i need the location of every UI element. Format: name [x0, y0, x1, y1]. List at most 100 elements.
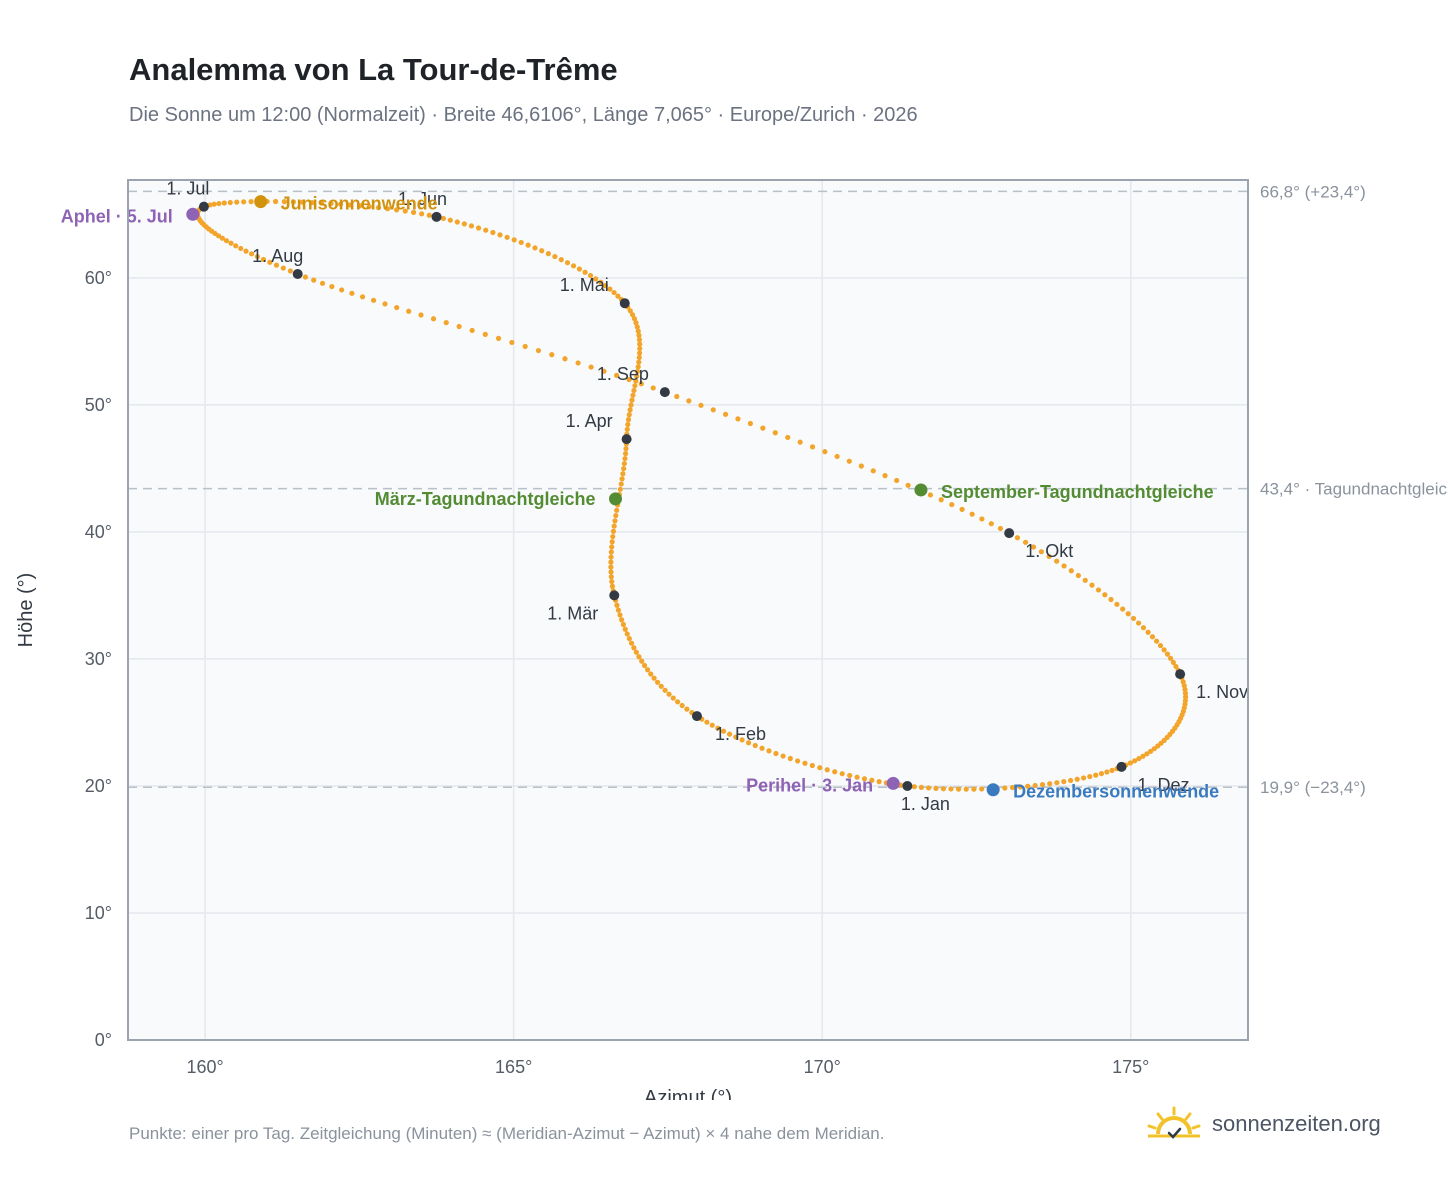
day-point: [1082, 577, 1088, 583]
day-point: [1182, 690, 1189, 696]
day-point: [747, 420, 753, 427]
day-point: [588, 364, 594, 370]
day-point: [858, 463, 864, 469]
day-point: [861, 776, 868, 782]
day-point: [211, 201, 217, 207]
day-point: [287, 268, 293, 274]
brand[interactable]: sonnenzeiten.org: [1146, 1102, 1381, 1146]
month-label: 1. Sep: [597, 364, 649, 384]
day-point: [601, 368, 607, 374]
day-point: [430, 316, 437, 322]
day-point: [469, 327, 475, 334]
day-point: [1144, 751, 1150, 757]
month-label: 1. Okt: [1025, 541, 1073, 561]
day-point: [1038, 549, 1044, 555]
day-point: [309, 199, 315, 206]
y-tick-label: 20°: [85, 776, 112, 796]
plot-area: [128, 180, 1248, 1040]
day-point: [609, 578, 615, 585]
day-point: [1047, 781, 1053, 787]
day-point: [375, 205, 382, 211]
day-point: [633, 320, 639, 326]
day-point: [1022, 539, 1029, 545]
day-point: [1087, 773, 1093, 780]
day-point: [648, 671, 654, 677]
day-point: [662, 687, 668, 693]
day-point: [382, 301, 388, 307]
day-point: [1093, 772, 1099, 778]
day-point: [518, 239, 524, 246]
day-point: [938, 497, 944, 503]
day-point: [1025, 783, 1031, 789]
day-point: [639, 658, 645, 664]
day-point: [979, 516, 985, 522]
plot-frame: [127, 179, 1249, 1041]
day-point: [582, 269, 588, 275]
month-label: 1. Jan: [901, 794, 950, 814]
day-point: [280, 265, 286, 271]
day-point: [509, 339, 515, 346]
event-marker: [254, 195, 268, 209]
x-axis-title: Azimut (°): [644, 1087, 732, 1100]
day-point: [650, 385, 656, 391]
day-point: [773, 750, 779, 757]
day-point: [948, 786, 954, 792]
sun-logo-icon: [1147, 1106, 1201, 1139]
day-point: [626, 412, 632, 418]
day-point: [347, 202, 353, 208]
day-point: [1145, 629, 1151, 635]
day-point: [1173, 663, 1179, 670]
day-point: [622, 626, 628, 632]
day-point: [1120, 606, 1126, 612]
day-point: [1098, 770, 1105, 777]
chart-subtitle: Die Sonne um 12:00 (Normalzeit) · Breite…: [129, 104, 918, 126]
day-point: [1017, 784, 1023, 790]
month-marker: [902, 780, 913, 791]
y-tick-label: 30°: [85, 649, 112, 669]
day-point: [621, 466, 627, 472]
day-point: [609, 544, 615, 550]
day-point: [1136, 620, 1142, 626]
day-point: [608, 569, 614, 575]
y-axis-title: Höhe (°): [15, 573, 37, 648]
x-tick-label: 165°: [495, 1057, 532, 1077]
day-point: [495, 335, 502, 341]
day-point: [511, 237, 517, 243]
day-point: [636, 332, 642, 338]
day-point: [532, 245, 538, 251]
day-point: [618, 481, 624, 487]
day-point: [636, 350, 643, 356]
day-point: [329, 283, 335, 290]
day-point: [752, 742, 758, 749]
day-point: [593, 276, 599, 282]
day-point: [318, 200, 325, 206]
day-point: [260, 256, 267, 263]
day-point: [809, 444, 816, 450]
day-point: [633, 649, 639, 655]
month-marker: [198, 201, 209, 212]
day-point: [1014, 535, 1021, 541]
day-point: [1149, 634, 1156, 640]
day-point: [273, 262, 280, 268]
day-point: [621, 460, 627, 467]
day-point: [733, 734, 739, 740]
day-point: [686, 398, 692, 404]
day-point: [281, 199, 287, 205]
day-point: [644, 667, 651, 673]
day-point: [483, 227, 489, 233]
day-point: [882, 473, 888, 479]
day-point: [787, 755, 793, 762]
day-point: [234, 199, 240, 205]
day-point: [785, 434, 791, 441]
month-label: 1. Mär: [547, 603, 598, 623]
day-point: [1095, 587, 1102, 593]
event-label: Dezembersonnenwende: [1013, 782, 1219, 802]
day-point: [631, 387, 637, 394]
event-label: März-Tagundnachtgleiche: [375, 489, 596, 509]
footnote: Punkte: einer pro Tag. Zeitgleichung (Mi…: [129, 1124, 885, 1143]
day-point: [576, 266, 582, 272]
analemma-chart: 66,8° (+23,4°) 43,4° · Tagundnachtgleiche…: [15, 179, 1448, 1100]
day-point: [311, 277, 317, 283]
day-point: [988, 521, 994, 527]
day-point: [267, 259, 273, 265]
